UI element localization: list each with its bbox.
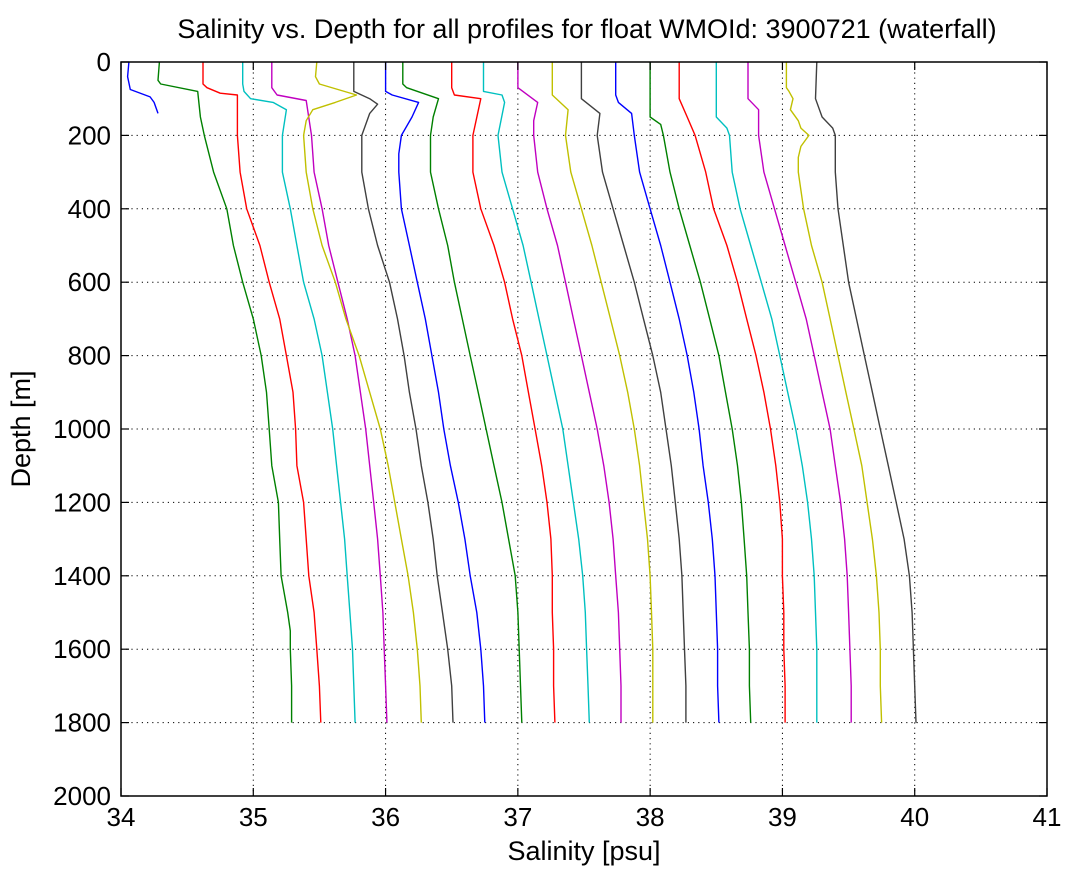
y-tick-label: 800 (68, 341, 111, 371)
profile-line-11 (482, 62, 590, 723)
y-tick-label: 1000 (53, 414, 111, 444)
x-tick-label: 41 (1033, 802, 1062, 832)
x-tick-label: 38 (636, 802, 665, 832)
profile-line-2 (157, 61, 293, 723)
profile-line-4 (241, 62, 356, 723)
x-tick-label: 36 (371, 802, 400, 832)
x-tick-label: 40 (900, 802, 929, 832)
profile-line-9 (402, 62, 523, 723)
x-tick-label: 34 (107, 802, 136, 832)
axis-ticks: 34 35 36 37 38 39 40 41 0 200 400 600 800 1000 1200 140… (53, 47, 1061, 832)
profile-line-1 (126, 61, 159, 114)
profile-line-13 (551, 62, 654, 723)
profile-line-12 (517, 62, 622, 723)
y-tick-label: 600 (68, 267, 111, 297)
y-tick-label: 0 (97, 47, 111, 77)
profile-line-14 (580, 62, 687, 723)
y-axis-title: Depth [m] (6, 370, 36, 487)
profile-line-10 (451, 62, 556, 723)
grid-lines (121, 62, 1047, 796)
profile-line-15 (615, 62, 720, 723)
profile-line-7 (353, 62, 454, 723)
x-tick-label: 39 (768, 802, 797, 832)
chart-title: Salinity vs. Depth for all profiles for … (177, 14, 996, 44)
profile-lines (126, 61, 917, 723)
y-tick-label: 1400 (53, 561, 111, 591)
profile-line-19 (747, 62, 852, 723)
x-axis-title: Salinity [psu] (507, 836, 660, 866)
x-tick-label: 35 (239, 802, 268, 832)
y-tick-label: 1800 (53, 708, 111, 738)
y-tick-label: 200 (68, 120, 111, 150)
profile-line-16 (649, 62, 752, 723)
y-tick-label: 1200 (53, 487, 111, 517)
profile-line-8 (384, 62, 486, 723)
y-tick-label: 1600 (53, 634, 111, 664)
y-tick-label: 400 (68, 194, 111, 224)
profile-line-3 (202, 62, 322, 723)
profile-line-20 (785, 62, 883, 723)
profile-line-17 (678, 62, 786, 723)
y-tick-label: 2000 (53, 781, 111, 811)
profile-line-18 (715, 62, 818, 723)
x-tick-label: 37 (503, 802, 532, 832)
profile-line-6 (302, 61, 422, 723)
profile-line-5 (271, 62, 388, 723)
profile-line-21 (814, 61, 917, 723)
